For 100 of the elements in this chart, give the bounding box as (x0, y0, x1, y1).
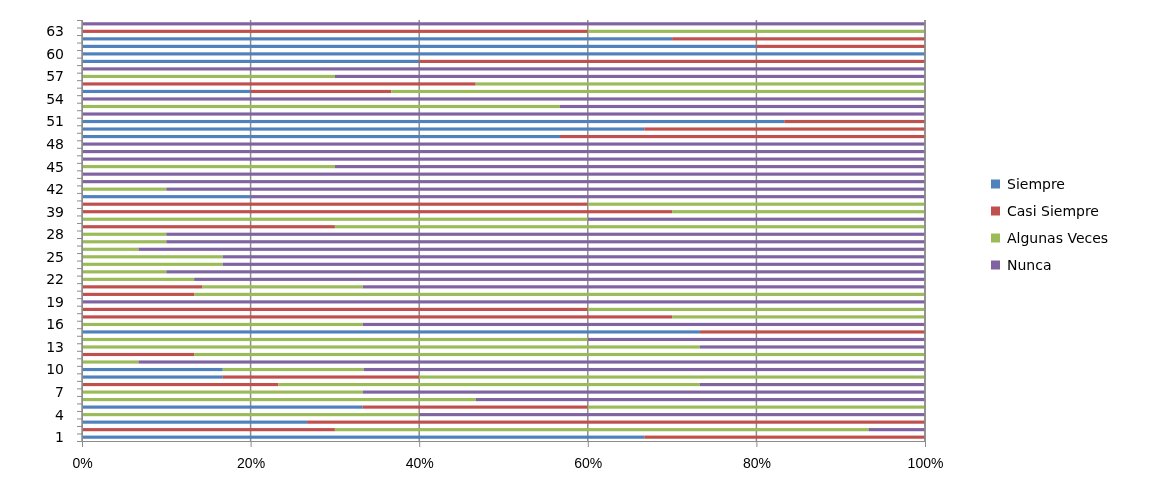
y-tick-label: 63 (46, 23, 64, 40)
bar (334, 225, 925, 229)
bar (559, 134, 925, 139)
bar (82, 82, 476, 86)
bar (250, 89, 392, 94)
bar (82, 150, 925, 154)
bar (672, 210, 925, 214)
y-tick-label: 7 (55, 383, 64, 400)
y-tick-label: 4 (55, 406, 65, 423)
y-tick-label: 1 (55, 429, 64, 446)
x-tick-label: 60% (574, 455, 603, 472)
bar (222, 255, 925, 259)
legend-label: Siempre (1007, 176, 1065, 193)
bar (82, 367, 223, 372)
y-tick-label: 22 (46, 271, 64, 288)
bar (82, 390, 363, 394)
bar (166, 187, 925, 191)
bar (868, 428, 925, 432)
bar (82, 22, 925, 26)
bar (699, 345, 925, 349)
bar (82, 398, 476, 402)
bar (82, 165, 335, 169)
bar (587, 307, 925, 311)
x-tick-label: 20% (237, 455, 266, 472)
x-tick-label: 100% (907, 455, 944, 472)
bar (391, 89, 925, 94)
y-tick-label: 19 (46, 293, 64, 310)
bar (82, 262, 223, 266)
bar (82, 292, 195, 296)
bar (82, 134, 560, 139)
bar (82, 315, 673, 319)
bar (587, 202, 925, 206)
bar (166, 240, 925, 244)
bar (82, 285, 203, 289)
bar (222, 375, 420, 379)
y-tick-label: 57 (46, 68, 64, 85)
bar (559, 104, 925, 109)
bar (82, 142, 925, 146)
bar (82, 127, 645, 131)
bar (82, 405, 363, 409)
bar (82, 67, 925, 71)
bar (194, 277, 925, 281)
y-tick-label: 51 (46, 113, 64, 130)
bar (82, 255, 223, 259)
x-tick-label: 80% (742, 455, 771, 472)
bar (699, 330, 925, 334)
bar (82, 187, 167, 191)
bar (475, 82, 925, 86)
y-tick-label: 28 (46, 226, 64, 243)
bar (82, 247, 139, 251)
bar (363, 367, 925, 372)
bar (587, 337, 925, 342)
bar (82, 44, 757, 48)
bar (307, 420, 925, 424)
bar (82, 157, 925, 161)
legend-label: Nunca (1007, 257, 1052, 274)
bar (756, 44, 925, 48)
bar (587, 217, 925, 221)
bar (334, 165, 925, 169)
bar (82, 232, 167, 236)
bar (82, 413, 420, 417)
bar (419, 413, 925, 417)
bar (82, 435, 645, 439)
y-tick-label: 60 (46, 45, 64, 62)
bar (278, 382, 700, 387)
bar (194, 352, 925, 357)
bar (82, 240, 167, 244)
bar (82, 202, 588, 206)
bar (475, 398, 925, 402)
y-tick-label: 54 (46, 90, 65, 107)
bar (587, 405, 925, 409)
bar (250, 195, 925, 199)
bar (82, 345, 700, 349)
bar (82, 307, 588, 311)
bar (672, 37, 925, 41)
bar (82, 52, 925, 56)
bar (82, 420, 308, 424)
bar (82, 270, 167, 274)
bar (222, 262, 925, 266)
bar (82, 74, 335, 79)
bar (82, 322, 363, 327)
bar (82, 172, 925, 176)
bar (644, 127, 925, 131)
bar (222, 367, 364, 372)
legend-label: Algunas Veces (1007, 230, 1109, 247)
y-tick-label: 16 (46, 316, 65, 333)
bar (138, 360, 925, 364)
bar (82, 97, 925, 101)
bar (82, 119, 785, 124)
bar (82, 104, 560, 109)
bar (362, 322, 925, 327)
bar (82, 225, 335, 229)
legend-label: Casi Siempre (1007, 203, 1099, 220)
bar (82, 300, 925, 304)
bar (82, 337, 588, 342)
x-tick-label: 0% (72, 455, 93, 472)
bar (334, 428, 869, 432)
bar (362, 390, 925, 394)
bar (334, 74, 925, 79)
bar (82, 195, 251, 199)
